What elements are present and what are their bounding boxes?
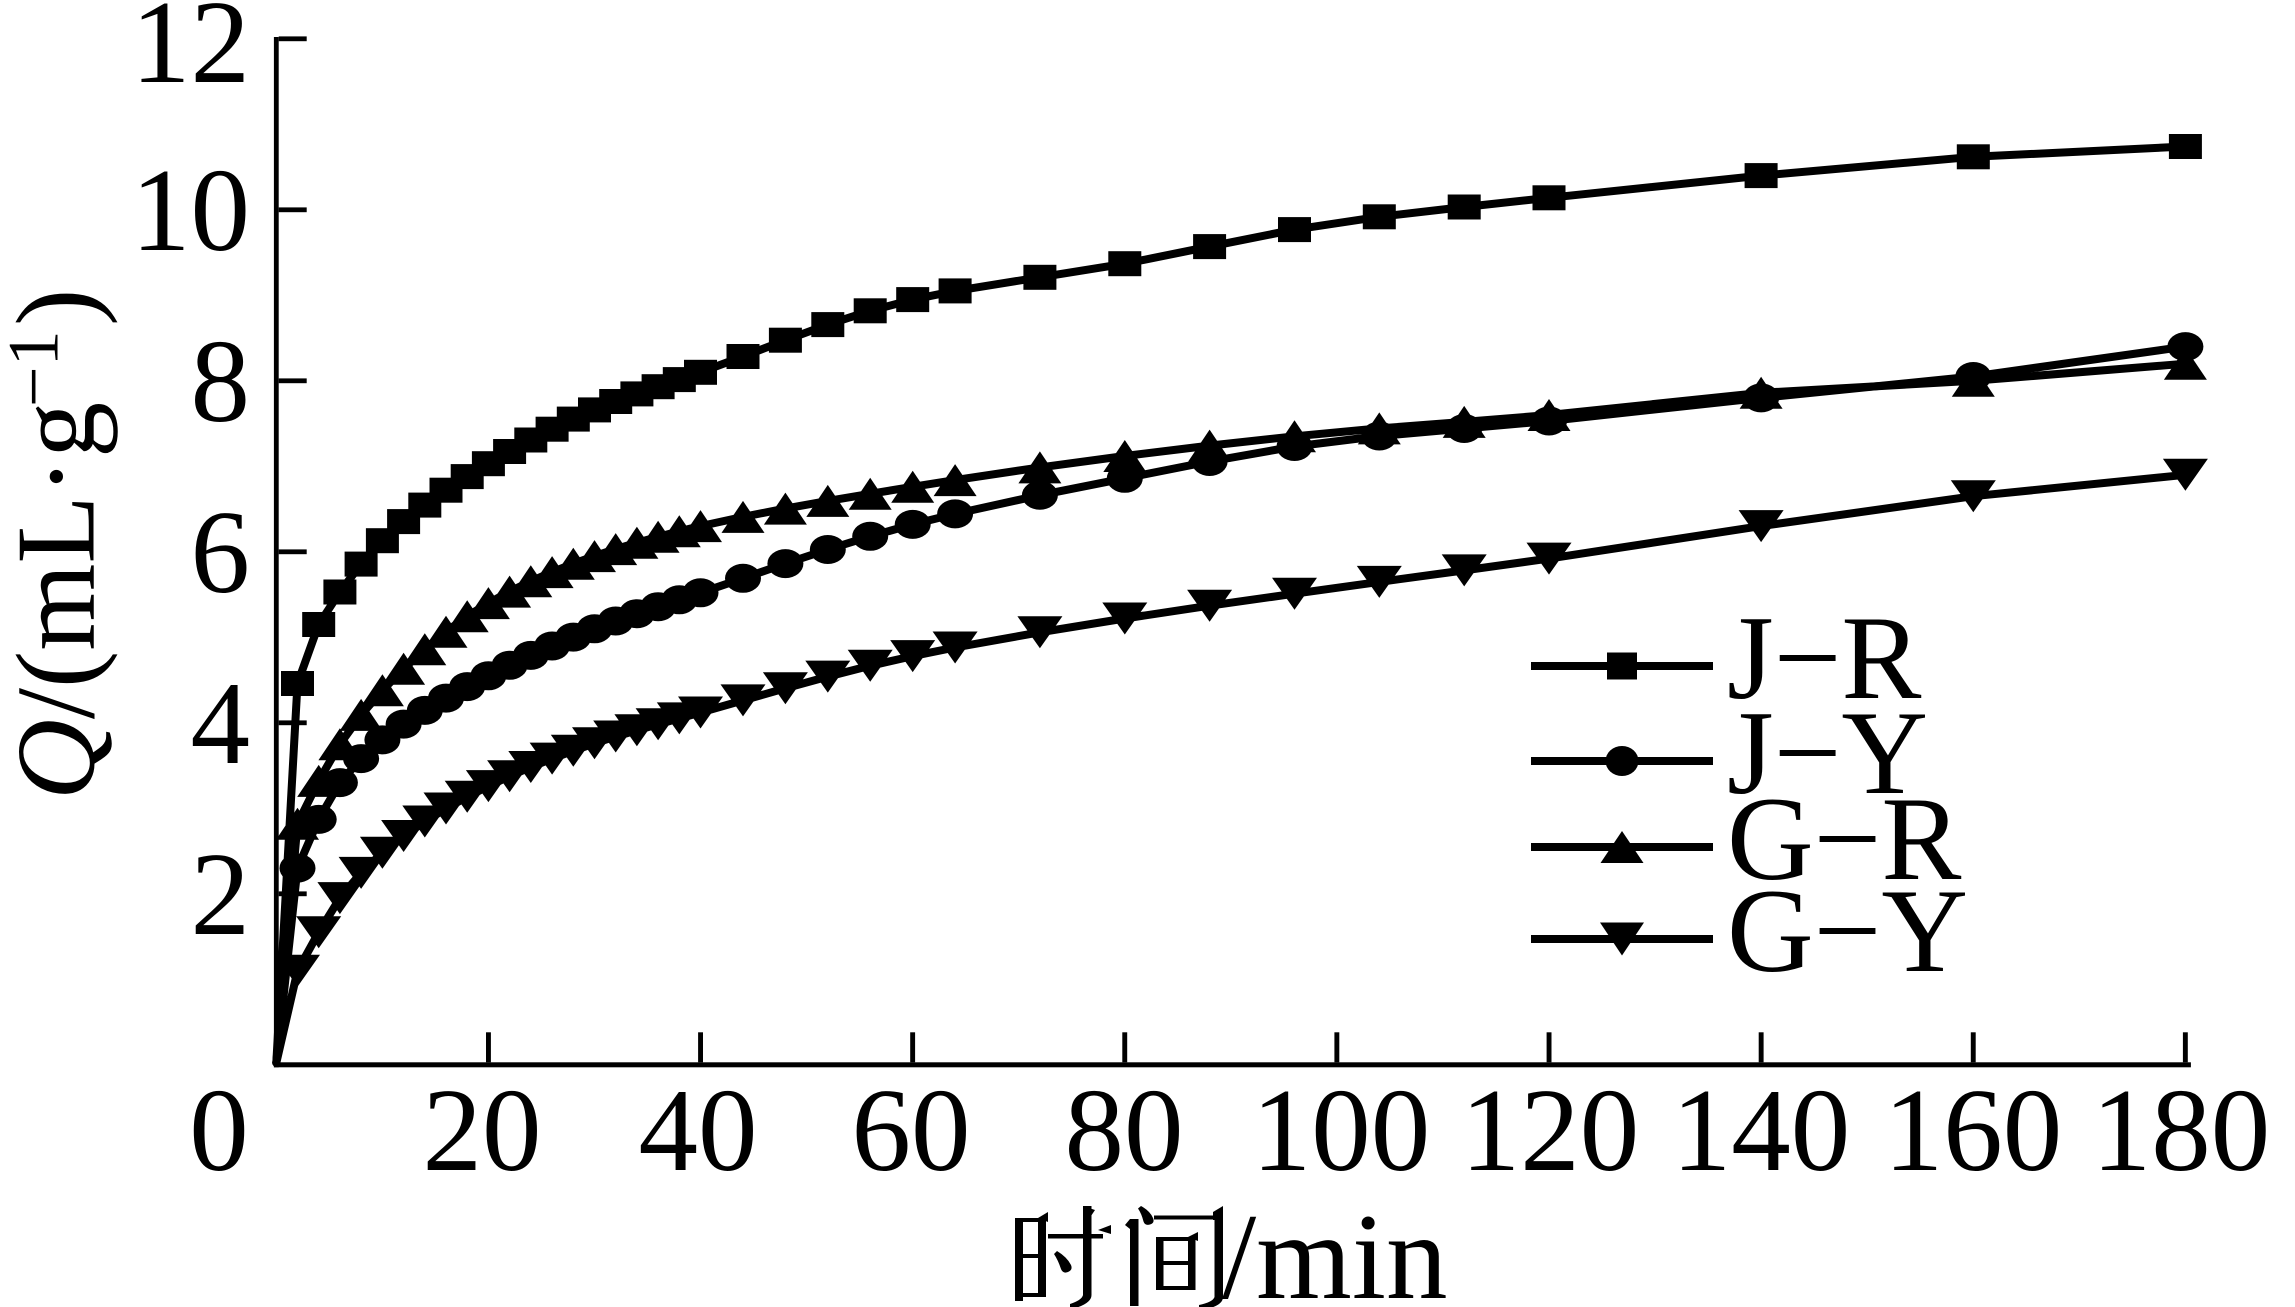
svg-text:6: 6 [191,486,251,618]
svg-text:G−Y: G−Y [1727,864,1968,997]
svg-text:J−R: J−R [1727,591,1921,724]
svg-text:20: 20 [423,1064,542,1196]
svg-text:180: 180 [2092,1064,2271,1196]
svg-text:8: 8 [191,315,251,447]
svg-text:100: 100 [1252,1064,1431,1196]
svg-text:2: 2 [191,828,251,960]
svg-text:80: 80 [1065,1064,1184,1196]
svg-text:12: 12 [131,0,250,108]
svg-text:Q/(mL·g: Q/(mL·g [0,402,119,800]
svg-text:40: 40 [639,1064,758,1196]
svg-text:−1: −1 [0,330,74,407]
svg-text:60: 60 [852,1064,971,1196]
svg-text:G−R: G−R [1727,772,1961,905]
svg-text:140: 140 [1672,1064,1851,1196]
svg-text:120: 120 [1461,1064,1640,1196]
svg-text:160: 160 [1884,1064,2063,1196]
svg-text:): ) [0,289,119,326]
svg-text:J−Y: J−Y [1727,686,1928,819]
svg-text:10: 10 [131,144,250,276]
svg-text:0: 0 [189,1064,249,1196]
svg-text:/min: /min [1222,1188,1448,1307]
svg-text:4: 4 [191,657,251,789]
